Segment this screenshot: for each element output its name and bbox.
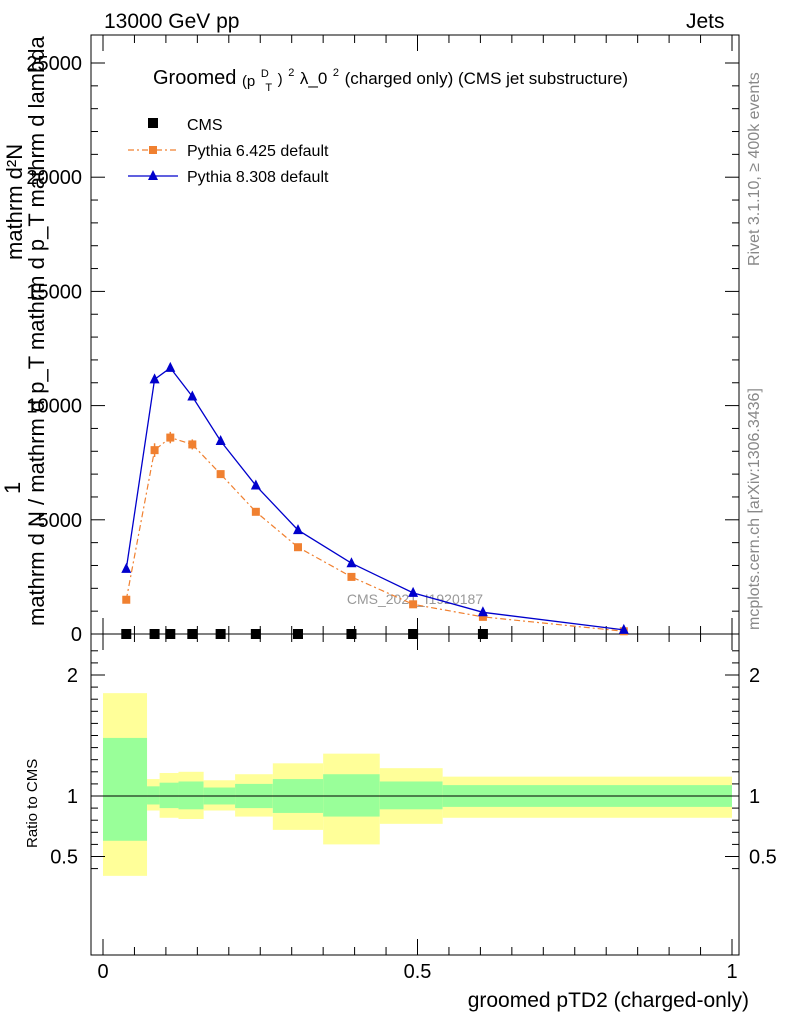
cms-data-point [477,629,488,639]
main-title: Groomed (p D T ) 2 λ_0 2 (charged only) … [153,59,628,96]
pythia8-point [149,373,160,384]
ratio-inner-band-3 [178,781,204,810]
ratio-y-tick-label-right: 0.5 [749,847,777,869]
ratio-inner-band-1 [147,786,160,805]
cms-data-point [408,629,419,639]
header-left-label: 13000 GeV pp [104,10,240,33]
x-tick-label: 0.5 [404,961,432,983]
pythia6-point [188,440,197,449]
pythia6-point [347,572,356,581]
main-y-tick-label: 25000 [26,53,82,75]
pythia8-point [408,586,419,597]
ratio-inner-band-2 [159,782,179,809]
legend-label-pythia8: Pythia 8.308 default [187,169,329,186]
x-tick-label: 0 [97,961,108,983]
legend-marker-pythia8 [148,170,158,180]
ratio-y-tick-label-left: 0.5 [50,847,78,869]
pythia6-point [251,507,260,516]
cms-data-point [187,629,198,639]
pythia8-point [618,623,629,634]
main-y-tick-label: 15000 [26,281,82,303]
cms-data-point [165,629,176,639]
ratio-y-tick-label-left: 1 [67,786,78,808]
cms-data-point [149,629,160,639]
pythia6-point [150,446,159,455]
ratio-y-ticks: 0.5 0.5 1 1 2 2 [50,650,777,870]
ratio-y-axis-label: Ratio to CMS [24,759,41,848]
pythia8-point [346,557,357,568]
cms-data-point [292,629,303,639]
pythia8-point [187,390,198,401]
legend-label-cms: CMS [187,117,223,134]
pythia8-point [477,606,488,617]
pythia8-point [121,562,132,573]
series-layer [121,361,629,639]
ratio-inner-band-7 [323,774,380,817]
cms-data-point [215,629,226,639]
main-y-ticks: 0 5000 10000 15000 20000 25000 [26,53,739,646]
pythia8-point [292,524,303,535]
pythia6-point [166,433,175,442]
main-y-tick-label: 5000 [38,510,83,532]
main-y-axis-denominator: mathrm d N / mathrm d p_T mathrm d p_T m… [24,36,49,626]
header-right-label: Jets [686,10,725,33]
main-y-tick-label: 10000 [26,396,82,418]
ratio-y-tick-label-left: 2 [67,665,78,687]
pythia6-line [125,436,624,632]
pythia8-point [250,479,261,490]
cms-data-point [346,629,357,639]
pythia6-point [122,595,131,604]
pythia6-point [478,612,487,621]
cms-data-point [250,629,261,639]
pythia8-point [215,435,226,446]
ratio-bands [103,693,732,876]
x-ticks: 0 0.5 1 [97,35,738,983]
x-axis-label: groomed pTD2 (charged-only) [468,989,749,1012]
legend-marker-pythia6 [149,146,157,154]
x-tick-label: 1 [726,961,737,983]
pythia6-point [293,543,302,552]
cms-data-point [121,629,132,639]
pythia6-point [409,600,418,609]
pythia8-point [165,361,176,372]
ratio-inner-band-8 [379,781,443,810]
legend-label-pythia6: Pythia 6.425 default [187,143,329,160]
legend-marker-cms [148,118,158,128]
pythia6-point [216,470,225,479]
main-y-axis-one: 1 [0,481,25,494]
main-y-tick-label: 20000 [26,167,82,189]
ratio-y-tick-label-right: 2 [749,665,760,687]
main-y-tick-label: 0 [71,624,82,646]
ratio-inner-band-0 [103,737,148,841]
legend: CMS Pythia 6.425 default Pythia 8.308 de… [128,117,329,186]
ratio-y-tick-label-right: 1 [749,786,760,808]
